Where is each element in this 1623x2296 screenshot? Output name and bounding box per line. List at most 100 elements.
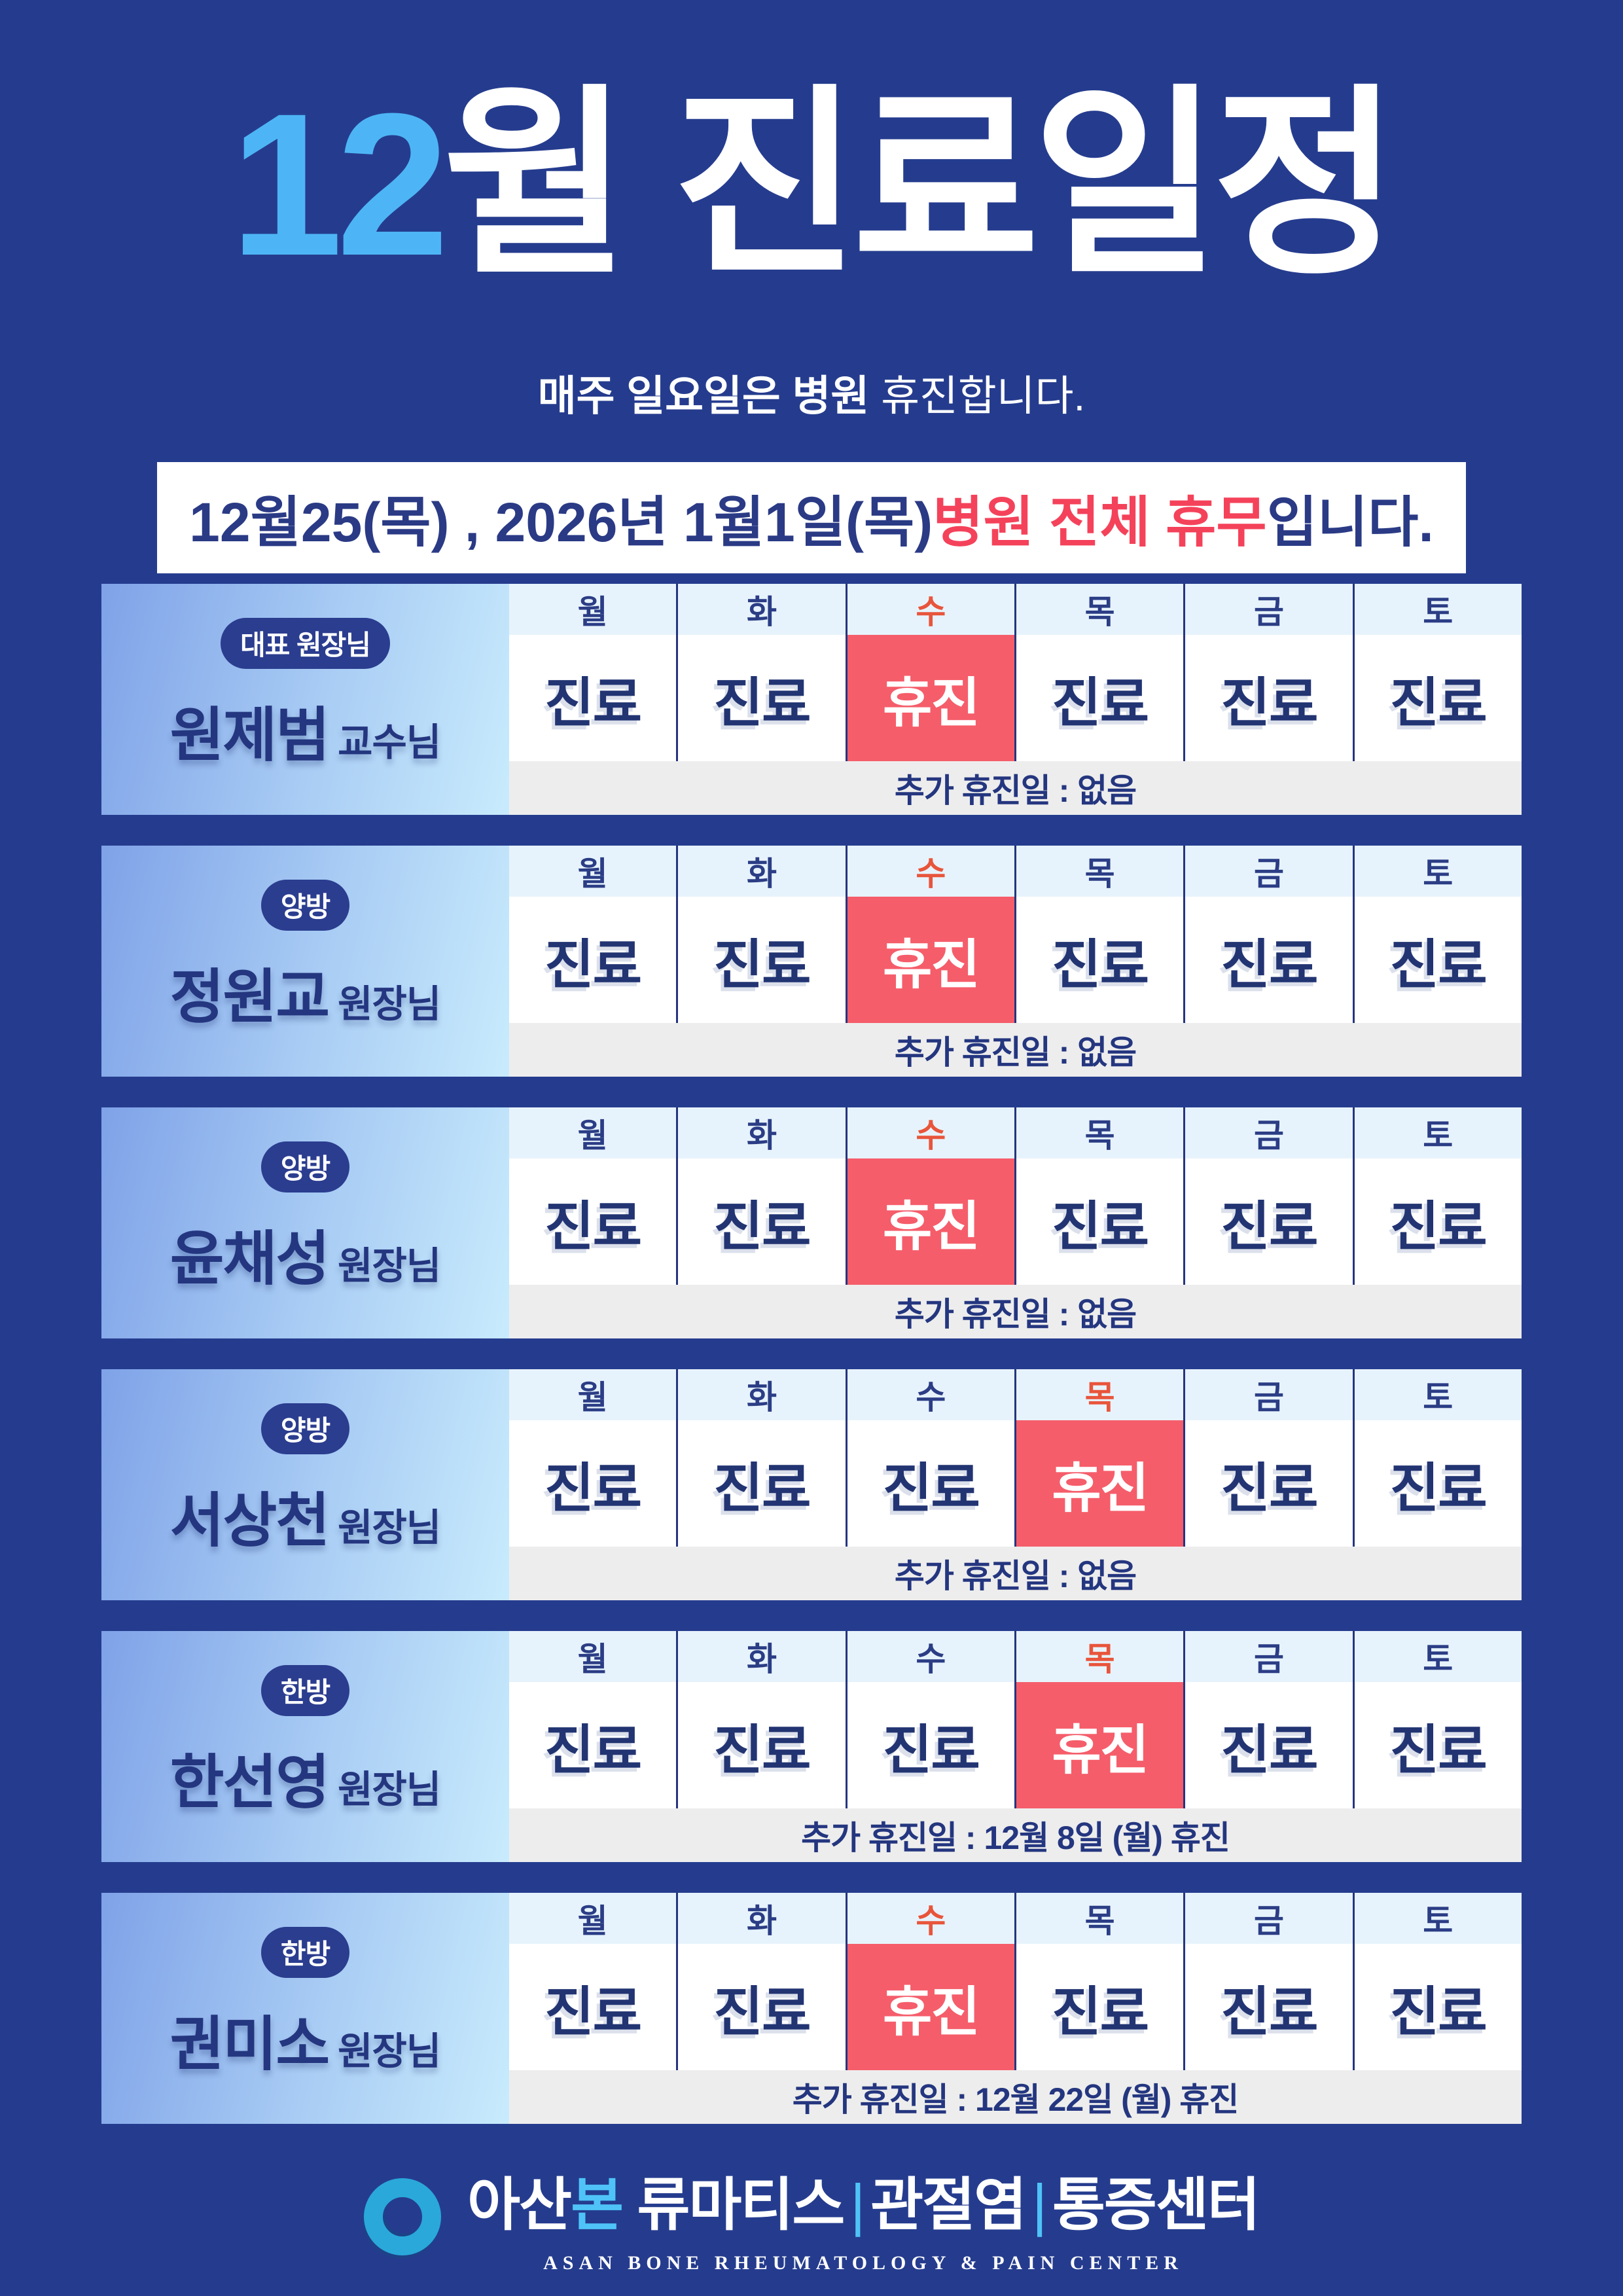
schedule-cell-open: 진료: [1183, 1420, 1353, 1547]
day-header-cell: 월: [509, 846, 677, 897]
schedule-cell-closed: 휴진: [1014, 1682, 1184, 1808]
doctor-panel: 양방 정원교 원장님: [101, 846, 509, 1077]
sunday-closed-note-regular: 휴진합니다.: [869, 372, 1086, 420]
schedule-row: 진료 진료 휴진 진료 진료 진료: [509, 1158, 1522, 1285]
page-title-month: 12: [230, 71, 450, 298]
extra-closure-text: 추가 휴진일 : 12월 22일 (월) 휴진: [792, 2081, 1240, 2118]
day-header-cell: 토: [1352, 584, 1522, 635]
day-header-cell: 토: [1352, 1107, 1522, 1158]
day-header-cell: 월: [509, 584, 677, 635]
schedule-cell-closed: 휴진: [845, 1944, 1014, 2070]
schedule-cell-open: 진료: [509, 635, 677, 761]
doctor-panel: 한방 권미소 원장님: [101, 1893, 509, 2124]
extra-closure-note: 추가 휴진일 : 없음: [509, 1023, 1522, 1077]
day-header-cell: 목: [1014, 1369, 1184, 1420]
day-header-cell: 토: [1352, 1893, 1522, 1944]
day-header-cell: 월: [509, 1369, 677, 1420]
schedule-row: 진료 진료 진료 휴진 진료 진료: [509, 1420, 1522, 1547]
day-header-cell: 화: [676, 1631, 846, 1682]
clinic-name-korean: 아산본 류마티스 | 관절염 | 통증센터: [467, 2159, 1260, 2242]
day-header-cell: 금: [1183, 846, 1353, 897]
schedule-cell-open: 진료: [1352, 1944, 1522, 2070]
page-title-rest: 월 진료일정: [442, 71, 1399, 298]
day-header-cell: 목: [1014, 846, 1184, 897]
doctor-name-line: 정원교 원장님: [169, 949, 442, 1034]
extra-closure-text: 추가 휴진일 : 없음: [894, 1034, 1137, 1071]
day-header-cell: 수: [845, 846, 1014, 897]
holiday-banner-post: 입니다.: [1266, 491, 1434, 553]
clinic-name-part: 통증센터: [1052, 2172, 1260, 2237]
schedule-cell-open: 진료: [1014, 635, 1184, 761]
doctor-name-line: 윤채성 원장님: [169, 1211, 442, 1296]
schedule-cell-open: 진료: [509, 1944, 677, 2070]
doctor-title-suffix: 원장님: [338, 1506, 441, 1549]
day-header-cell: 화: [676, 584, 846, 635]
day-header-cell: 수: [845, 1369, 1014, 1420]
extra-closure-text: 추가 휴진일 : 없음: [894, 1558, 1137, 1594]
sunday-closed-note-bold: 매주 일요일은 병원: [537, 372, 870, 420]
doctor-badge: 양방: [260, 1141, 350, 1193]
day-header-cell: 토: [1352, 846, 1522, 897]
doctor-name: 한선영: [169, 1749, 330, 1816]
day-header-cell: 목: [1014, 1631, 1184, 1682]
day-header-cell: 목: [1014, 1893, 1184, 1944]
day-header-cell: 금: [1183, 1369, 1353, 1420]
doctor-badge: 양방: [260, 879, 350, 931]
doctor-badge-label: 양방: [280, 1415, 330, 1446]
schedule-cell-open: 진료: [1014, 897, 1184, 1023]
day-header-cell: 화: [676, 1369, 846, 1420]
doctor-name: 원제범: [169, 702, 330, 768]
doctor-title-suffix: 원장님: [338, 1768, 441, 1811]
page-title: 12월 진료일정: [0, 58, 1623, 312]
schedule-cell-open: 진료: [1352, 1158, 1522, 1285]
extra-closure-note: 추가 휴진일 : 없음: [509, 761, 1522, 815]
schedule-cell-open: 진료: [676, 1682, 846, 1808]
holiday-banner: 12월25(목) , 2026년 1월1일(목) 병원 전체 휴무 입니다.: [157, 462, 1466, 573]
doctor-name-line: 원제범 교수님: [169, 687, 442, 772]
schedule-cell-open: 진료: [676, 1420, 846, 1547]
extra-closure-note: 추가 휴진일 : 없음: [509, 1285, 1522, 1338]
doctor-panel: 양방 윤채성 원장님: [101, 1107, 509, 1338]
day-header-cell: 월: [509, 1107, 677, 1158]
doctor-name: 정원교: [169, 964, 330, 1030]
day-header-cell: 월: [509, 1893, 677, 1944]
schedule-cell-open: 진료: [509, 897, 677, 1023]
day-header-cell: 토: [1352, 1369, 1522, 1420]
doctor-name: 윤채성: [169, 1226, 330, 1292]
extra-closure-text: 추가 휴진일 : 없음: [894, 772, 1137, 809]
schedule-cell-open: 진료: [676, 1158, 846, 1285]
clinic-name-accent: 본: [571, 2172, 624, 2237]
doctor-panel: 한방 한선영 원장님: [101, 1631, 509, 1862]
schedule-cell-open: 진료: [676, 1944, 846, 2070]
doctor-badge: 한방: [260, 1926, 350, 1978]
schedule-cell-open: 진료: [509, 1158, 677, 1285]
schedule-cell-open: 진료: [1183, 635, 1353, 761]
doctor-badge-label: 한방: [280, 1939, 330, 1969]
clinic-name-part: 류마티스: [622, 2172, 846, 2237]
day-header-cell: 토: [1352, 1631, 1522, 1682]
schedule-cell-closed: 휴진: [845, 897, 1014, 1023]
day-header-cell: 월: [509, 1631, 677, 1682]
schedule-cell-open: 진료: [1352, 1420, 1522, 1547]
schedule-cell-open: 진료: [1183, 1944, 1353, 2070]
clinic-brand-text: 아산본 류마티스 | 관절염 | 통증센터 ASAN BONE RHEUMATOLOGY…: [467, 2159, 1260, 2274]
doctor-badge-label: 양방: [280, 891, 330, 922]
doctor-badge-label: 대표 원장님: [240, 630, 371, 660]
day-header-cell: 금: [1183, 1107, 1353, 1158]
day-header-cell: 금: [1183, 1631, 1353, 1682]
schedule-cell-closed: 휴진: [845, 1158, 1014, 1285]
day-header-cell: 금: [1183, 584, 1353, 635]
divider-bar: |: [850, 2172, 865, 2237]
